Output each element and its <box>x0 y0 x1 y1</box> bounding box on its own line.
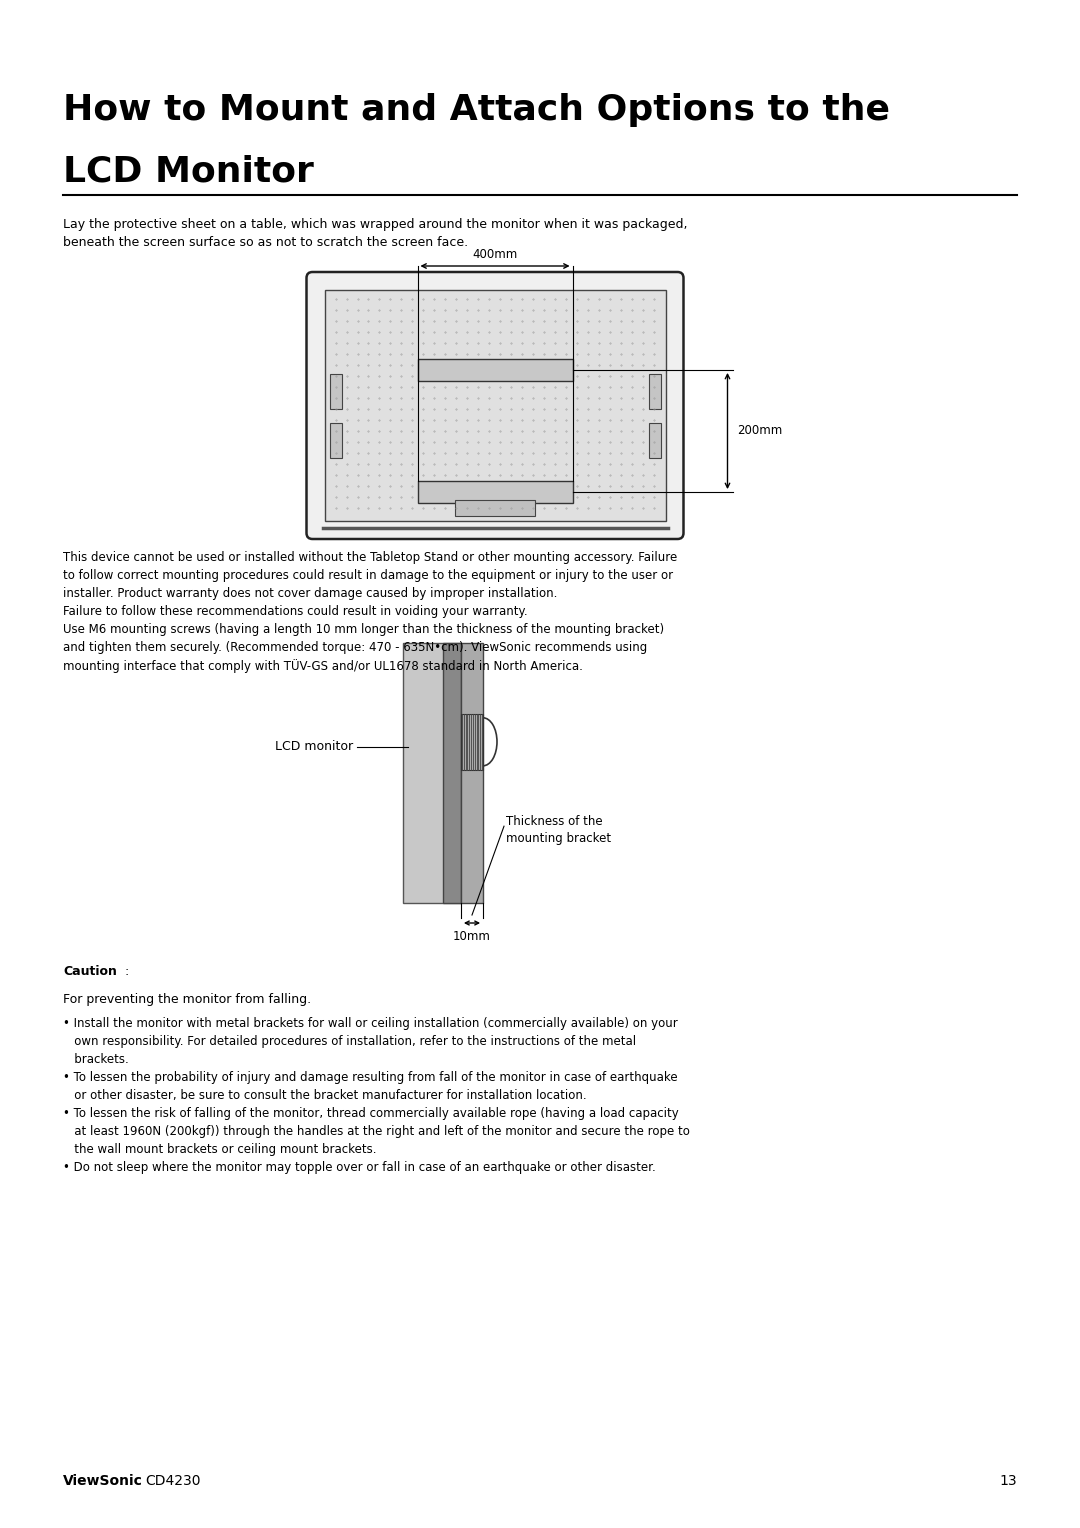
Bar <box>418 359 572 380</box>
FancyBboxPatch shape <box>324 290 665 521</box>
Bar <box>455 500 535 516</box>
Bar <box>329 423 341 458</box>
Bar <box>403 643 461 903</box>
Bar <box>648 423 661 458</box>
Text: • Install the monitor with metal brackets for wall or ceiling installation (comm: • Install the monitor with metal bracket… <box>63 1018 690 1174</box>
Text: How to Mount and Attach Options to the: How to Mount and Attach Options to the <box>63 93 890 127</box>
Text: 13: 13 <box>999 1475 1017 1488</box>
Text: 200mm: 200mm <box>738 425 783 437</box>
Bar <box>443 643 461 903</box>
Text: :: : <box>125 966 130 978</box>
Bar <box>648 374 661 410</box>
Text: This device cannot be used or installed without the Tabletop Stand or other moun: This device cannot be used or installed … <box>63 552 677 674</box>
Text: LCD Monitor: LCD Monitor <box>63 154 314 189</box>
Text: Thickness of the
mounting bracket: Thickness of the mounting bracket <box>507 816 611 845</box>
Text: ViewSonic: ViewSonic <box>63 1475 143 1488</box>
Bar <box>329 374 341 410</box>
Text: 400mm: 400mm <box>472 248 517 261</box>
Text: For preventing the monitor from falling.: For preventing the monitor from falling. <box>63 993 311 1005</box>
Text: Lay the protective sheet on a table, which was wrapped around the monitor when i: Lay the protective sheet on a table, whi… <box>63 219 688 249</box>
Text: LCD monitor: LCD monitor <box>275 741 353 753</box>
Text: Caution: Caution <box>63 966 117 978</box>
Text: CD4230: CD4230 <box>145 1475 201 1488</box>
Bar <box>418 481 572 503</box>
Bar <box>461 714 483 770</box>
Text: 10mm: 10mm <box>454 931 491 943</box>
Bar <box>461 643 483 903</box>
FancyBboxPatch shape <box>307 272 684 539</box>
